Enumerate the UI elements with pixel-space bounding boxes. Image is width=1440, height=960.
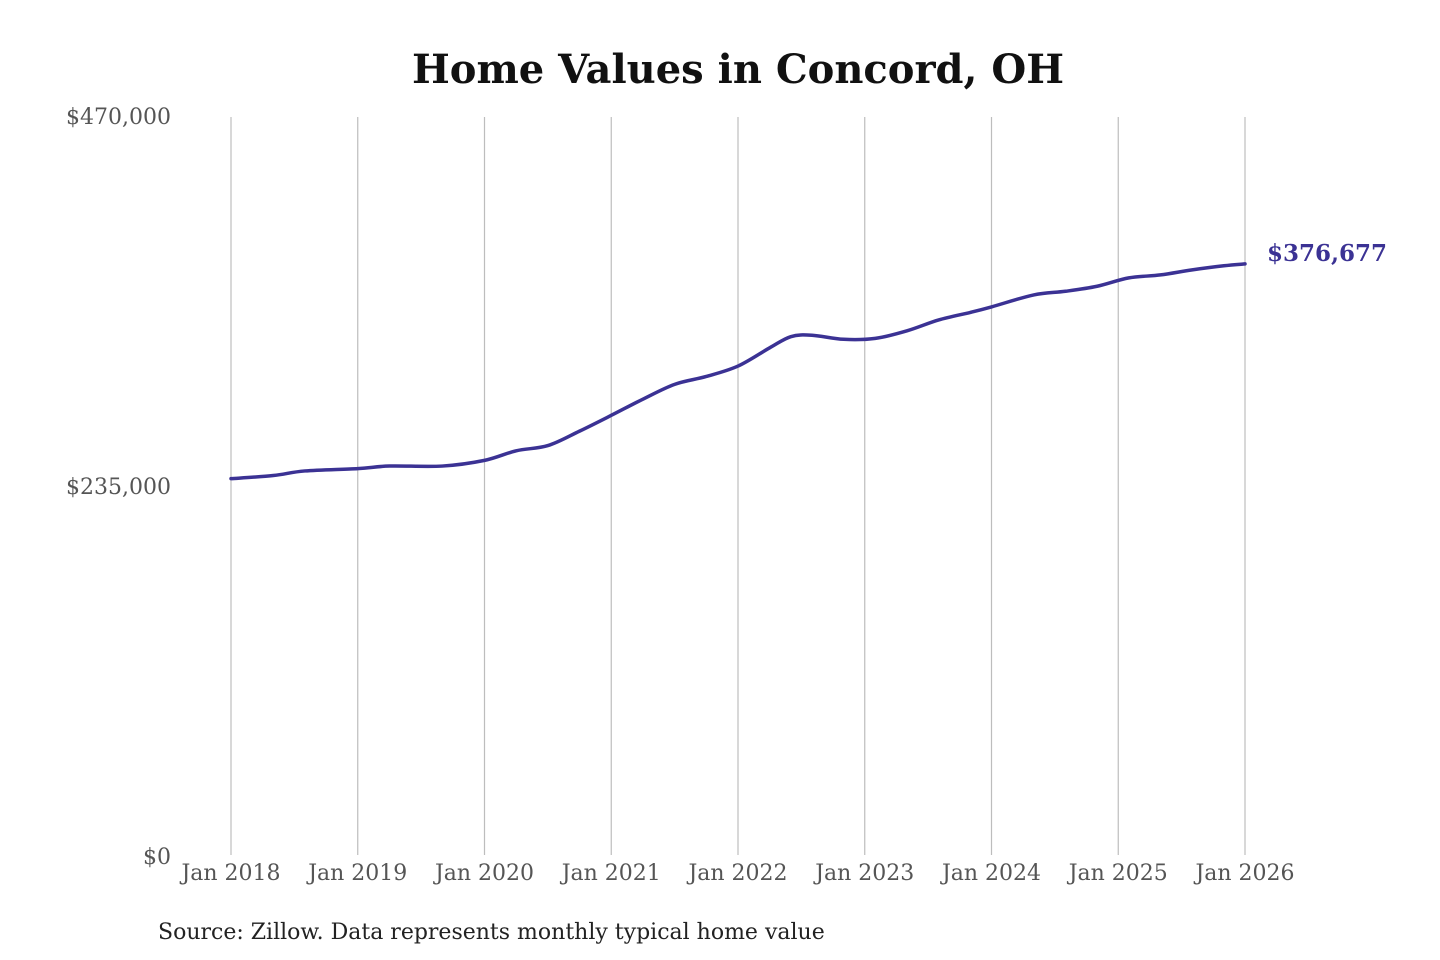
x-tick-label: Jan 2024 xyxy=(940,861,1041,886)
x-tick-label: Jan 2026 xyxy=(1193,861,1294,886)
x-tick-label: Jan 2025 xyxy=(1067,861,1168,886)
x-tick-label: Jan 2019 xyxy=(306,861,407,886)
source-note: Source: Zillow. Data represents monthly … xyxy=(158,920,825,945)
series-line xyxy=(229,262,1247,481)
x-tick-label: Jan 2023 xyxy=(813,861,914,886)
y-tick-label: $470,000 xyxy=(66,105,171,130)
end-value-label: $376,677 xyxy=(1267,240,1387,267)
y-tick-label: $235,000 xyxy=(66,475,171,500)
chart-title: Home Values in Concord, OH xyxy=(412,46,1064,93)
gridlines xyxy=(230,117,1246,855)
x-tick-label: Jan 2018 xyxy=(179,861,280,886)
x-tick-label: Jan 2020 xyxy=(433,861,534,886)
x-axis-tick-labels: Jan 2018 Jan 2019 Jan 2020 Jan 2021 Jan 2022… xyxy=(179,861,1294,886)
y-tick-label: $0 xyxy=(143,845,171,870)
x-tick-label: Jan 2021 xyxy=(560,861,661,886)
x-tick-label: Jan 2022 xyxy=(686,861,787,886)
y-axis-tick-labels: $0 $235,000 $470,000 xyxy=(66,105,171,870)
